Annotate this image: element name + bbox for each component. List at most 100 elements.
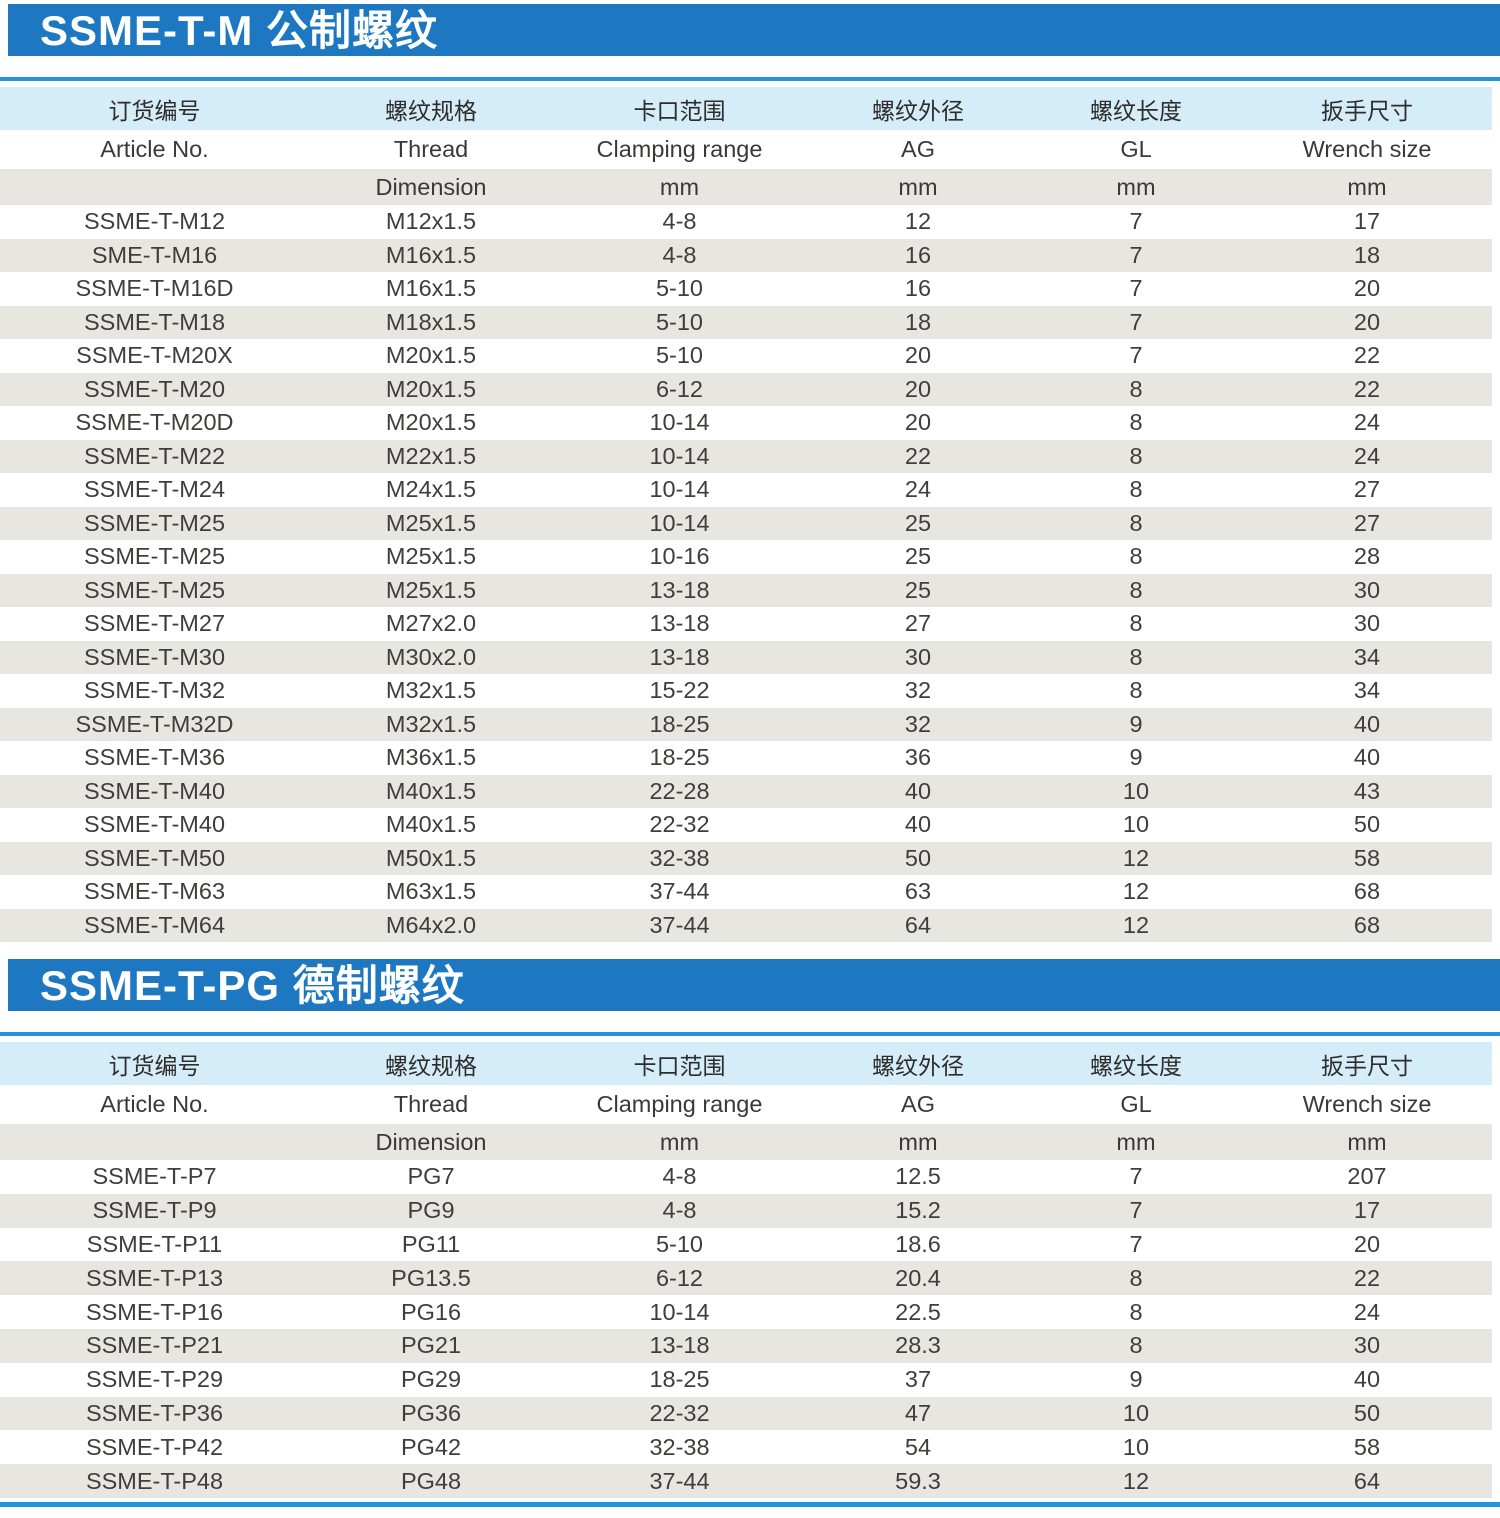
cell-ag: 15.2 xyxy=(895,1197,941,1224)
cell-ag: 18.6 xyxy=(895,1230,941,1257)
cell-ag: 40 xyxy=(904,811,932,838)
column-header-zh-article-no: 订货编号 xyxy=(108,97,201,124)
cell-thread: M64x2.0 xyxy=(385,911,477,938)
cell-thread: M12x1.5 xyxy=(385,208,477,235)
cell-gl: 8 xyxy=(1129,1264,1143,1291)
table-row: SSME-T-P13 PG13.5 6-12 20.4 8 22 xyxy=(0,1261,1492,1296)
column-header-zh-ag: 螺纹外径 xyxy=(872,1052,964,1079)
table-row: SSME-T-M30 M30x2.0 13-18 30 8 34 xyxy=(0,640,1492,674)
cell-wrench-size: 43 xyxy=(1353,777,1381,804)
cell-wrench-size: 18 xyxy=(1353,241,1381,268)
cell-thread: M25x1.5 xyxy=(385,576,477,603)
cell-thread: PG48 xyxy=(400,1467,462,1494)
cell-ag: 20 xyxy=(904,342,932,369)
cell-clamping-range: 22-28 xyxy=(649,777,710,804)
cell-article-no: SSME-T-P36 xyxy=(85,1399,224,1426)
cell-clamping-range: 4-8 xyxy=(662,208,697,235)
cell-gl: 8 xyxy=(1129,677,1143,704)
column-header-en-ag: AG xyxy=(901,1091,935,1117)
table-row: SSME-T-P21 PG21 13-18 28.3 8 30 xyxy=(0,1328,1492,1363)
header-row-zh: 订货编号 螺纹规格 卡口范围 螺纹外径 螺纹长度 扳手尺寸 xyxy=(0,1042,1492,1085)
table-row: SSME-T-M24 M24x1.5 10-14 24 8 27 xyxy=(0,473,1492,507)
column-header-zh-ag: 螺纹外径 xyxy=(872,97,964,124)
cell-article-no: SSME-T-M20D xyxy=(75,409,234,436)
cell-ag: 22 xyxy=(904,442,932,469)
cell-thread: M16x1.5 xyxy=(385,275,477,302)
cell-article-no: SSME-T-P7 xyxy=(92,1163,217,1190)
cell-gl: 8 xyxy=(1129,442,1143,469)
cell-article-no: SSME-T-M64 xyxy=(83,911,226,938)
table-row: SSME-T-M22 M22x1.5 10-14 22 8 24 xyxy=(0,439,1492,473)
cell-ag: 50 xyxy=(904,844,932,871)
column-header-en-wrench-size: Wrench size xyxy=(1302,1091,1432,1117)
cell-thread: M16x1.5 xyxy=(385,241,477,268)
cell-article-no: SSME-T-M32 xyxy=(83,677,226,704)
cell-article-no: SSME-T-P11 xyxy=(86,1230,223,1257)
cell-ag: 22.5 xyxy=(895,1298,941,1325)
cell-gl: 7 xyxy=(1129,241,1143,268)
table-row: SSME-T-P7 PG7 4-8 12.5 7 207 xyxy=(0,1160,1492,1194)
cell-clamping-range: 22-32 xyxy=(649,811,710,838)
cell-wrench-size: 207 xyxy=(1347,1163,1387,1190)
table-row: SSME-T-M63 M63x1.5 37-44 63 12 68 xyxy=(0,875,1492,909)
cell-wrench-size: 50 xyxy=(1353,1399,1381,1426)
cell-ag: 25 xyxy=(904,576,932,603)
cell-ag: 25 xyxy=(904,509,932,536)
cell-article-no: SSME-T-M24 xyxy=(83,476,226,503)
column-header-zh-gl: 螺纹长度 xyxy=(1090,1052,1182,1079)
table-row: SSME-T-M50 M50x1.5 32-38 50 12 58 xyxy=(0,841,1492,875)
cell-gl: 7 xyxy=(1129,1197,1143,1224)
column-header-zh-clamping-range: 卡口范围 xyxy=(633,1052,726,1079)
cell-article-no: SSME-T-P29 xyxy=(85,1366,224,1393)
metric-thread-table: 订货编号 螺纹规格 卡口范围 螺纹外径 螺纹长度 扳手尺寸 Article No… xyxy=(0,87,1492,942)
cell-clamping-range: 5-10 xyxy=(655,275,704,302)
cell-ag: 40 xyxy=(904,777,932,804)
column-header-zh-clamping-range: 卡口范围 xyxy=(633,97,726,124)
cell-ag: 16 xyxy=(904,241,932,268)
cell-thread: PG42 xyxy=(400,1433,462,1460)
cell-gl: 9 xyxy=(1129,744,1143,771)
cell-clamping-range: 13-18 xyxy=(649,576,710,603)
table-row: SSME-T-M20X M20x1.5 5-10 20 7 22 xyxy=(0,339,1492,373)
cell-article-no: SSME-T-M20 xyxy=(83,375,226,402)
cell-article-no: SSME-T-M25 xyxy=(83,509,226,536)
cell-ag: 47 xyxy=(904,1399,932,1426)
cell-thread: PG16 xyxy=(400,1298,462,1325)
cell-thread: M40x1.5 xyxy=(385,811,477,838)
cell-thread: PG36 xyxy=(400,1399,462,1426)
table-row: SSME-T-M25 M25x1.5 13-18 25 8 30 xyxy=(0,573,1492,607)
cell-thread: PG9 xyxy=(407,1197,455,1224)
column-header-dim-clamping-range: mm xyxy=(659,173,700,200)
cell-clamping-range: 4-8 xyxy=(662,1163,697,1190)
cell-wrench-size: 58 xyxy=(1353,1433,1381,1460)
cell-ag: 37 xyxy=(904,1366,932,1393)
header-row-dimension: Dimension mm mm mm mm xyxy=(0,169,1492,205)
cell-thread: M20x1.5 xyxy=(385,342,477,369)
cell-gl: 12 xyxy=(1122,878,1150,905)
cell-ag: 20.4 xyxy=(895,1264,941,1291)
cell-ag: 28.3 xyxy=(895,1332,941,1359)
column-header-en-ag: AG xyxy=(901,136,935,162)
cell-thread: M20x1.5 xyxy=(385,375,477,402)
column-header-zh-thread: 螺纹规格 xyxy=(385,1052,477,1079)
header-row-en: Article No. Thread Clamping range AG GL … xyxy=(0,130,1492,169)
cell-thread: PG29 xyxy=(400,1366,462,1393)
cell-thread: PG11 xyxy=(401,1230,461,1257)
cell-article-no: SSME-T-P9 xyxy=(92,1197,217,1224)
cell-clamping-range: 5-10 xyxy=(655,342,704,369)
cell-wrench-size: 24 xyxy=(1353,409,1381,436)
cell-clamping-range: 32-38 xyxy=(649,844,710,871)
cell-gl: 10 xyxy=(1122,777,1150,804)
cell-clamping-range: 10-14 xyxy=(649,1298,710,1325)
cell-clamping-range: 37-44 xyxy=(649,878,710,905)
cell-article-no: SSME-T-M27 xyxy=(83,610,226,637)
cell-wrench-size: 20 xyxy=(1353,308,1381,335)
table-row: SSME-T-M40 M40x1.5 22-28 40 10 43 xyxy=(0,774,1492,808)
table-row: SSME-T-M32D M32x1.5 18-25 32 9 40 xyxy=(0,707,1492,741)
table-row: SSME-T-P48 PG48 37-44 59.3 12 64 xyxy=(0,1464,1492,1498)
cell-ag: 25 xyxy=(904,543,932,570)
cell-wrench-size: 20 xyxy=(1353,275,1381,302)
cell-article-no: SSME-T-M18 xyxy=(83,308,226,335)
cell-article-no: SSME-T-M40 xyxy=(83,811,226,838)
